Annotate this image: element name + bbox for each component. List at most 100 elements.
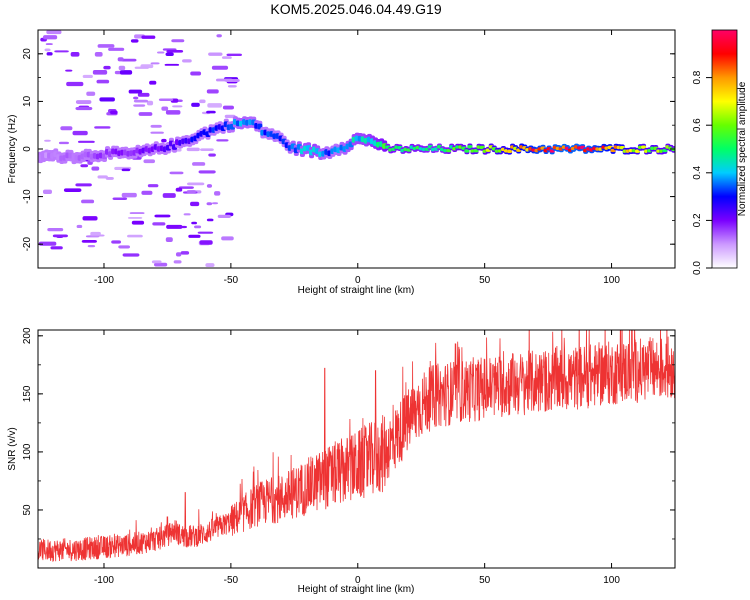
noise-cell [191,221,198,225]
noise-cell [154,214,171,218]
noise-cell [166,224,183,229]
spectrogram-x-label: Height of straight line (km) [298,285,415,296]
noise-cell [45,43,53,46]
colorbar-label: Normalized spectral amplitude [737,81,748,216]
noise-cell [99,97,115,102]
noise-cell [199,240,213,245]
noise-cell [169,171,184,175]
x-tick-label: 100 [603,275,620,286]
noise-cell [211,65,229,70]
noise-cell [120,58,137,62]
y-tick-label: 200 [22,327,33,344]
noise-cell [146,100,154,106]
x-tick-label: -50 [224,275,239,286]
noise-cell [127,234,143,238]
ridge-core-cell [464,149,470,153]
colorbar-tick-label: 0.4 [692,165,703,179]
x-tick-label: 50 [479,575,491,586]
noise-cell [165,110,181,115]
noise-cell [150,62,160,65]
colorbar: 0.0 0.2 0.4 0.6 0.8 Normalized spectral ampl… [692,29,748,275]
noise-cell [186,190,197,194]
noise-cell [90,231,101,236]
spectrogram-y-label: Frequency (Hz) [7,115,18,184]
noise-cell [44,48,51,52]
noise-cell [128,89,143,94]
noise-cell [127,216,143,219]
noise-cell [134,66,149,69]
noise-cell [221,56,232,59]
noise-cell [206,110,216,114]
noise-cell [82,216,98,221]
noise-cell [171,39,185,43]
noise-cell [137,92,150,97]
noise-cell [50,246,63,250]
noise-cell [156,51,165,54]
noise-cell [130,39,139,43]
noise-cell [161,138,167,143]
noise-cell [190,201,200,207]
noise-cell [43,35,58,40]
colorbar-ticks: 0.0 0.2 0.4 0.6 0.8 [692,70,712,275]
noise-cell [206,89,219,94]
noise-cell [46,30,62,35]
noise-cell [54,50,69,53]
snr-frame [37,329,676,569]
noise-cell [103,65,111,70]
noise-cell [175,252,182,257]
noise-cell [187,182,205,186]
noise-cell [108,47,125,51]
noise-cell [141,35,156,39]
ridge-core-cell [467,145,473,149]
noise-cell [138,112,153,116]
noise-cell [118,245,131,249]
noise-cell [165,237,173,242]
noise-cell [63,188,82,192]
noise-cell [87,245,96,248]
noise-cell [86,91,96,96]
noise-cell [150,124,162,128]
snr-y-label: SNR (v/v) [7,427,18,470]
noise-cell [91,166,100,171]
x-tick-label: 100 [603,575,620,586]
noise-cell [94,126,111,129]
y-tick-label: 0 [22,146,33,152]
noise-cell [200,148,214,151]
noise-cell [42,189,53,194]
noise-cell [119,70,133,75]
colorbar-tick-label: 0.6 [692,118,703,132]
noise-cell [164,63,180,66]
noise-cell [131,220,145,225]
noise-cell [186,147,200,152]
noise-cell [75,100,92,104]
noise-cell [52,234,68,238]
noise-cell [154,262,168,267]
noise-cell [81,240,97,243]
y-tick-label: -10 [22,189,33,204]
x-tick-label: 0 [355,575,361,586]
spectrogram-x-ticks: -100 -50 0 50 100 [94,30,620,286]
noise-cell [92,69,108,75]
snr-y-ticks: 50 100 150 200 [22,327,675,540]
y-tick-label: 10 [22,95,33,107]
noise-cell [122,253,140,257]
noise-cell [76,224,83,229]
colorbar-gradient [711,29,738,269]
spectrogram-heatmap [38,30,675,268]
noise-cell [165,52,174,56]
x-tick-label: -50 [224,575,239,586]
noise-cell [121,192,137,198]
noise-cell [94,51,103,57]
noise-cell [194,225,202,229]
noise-cell [97,44,115,48]
y-tick-label: 50 [22,504,33,516]
noise-cell [143,159,156,164]
noise-cell [147,184,159,188]
noise-cell [175,187,183,192]
noise-cell [60,126,73,131]
noise-cell [44,139,51,142]
noise-cell [192,162,206,166]
noise-cell [118,65,126,71]
noise-cell [172,105,183,108]
noise-cell [190,71,202,76]
